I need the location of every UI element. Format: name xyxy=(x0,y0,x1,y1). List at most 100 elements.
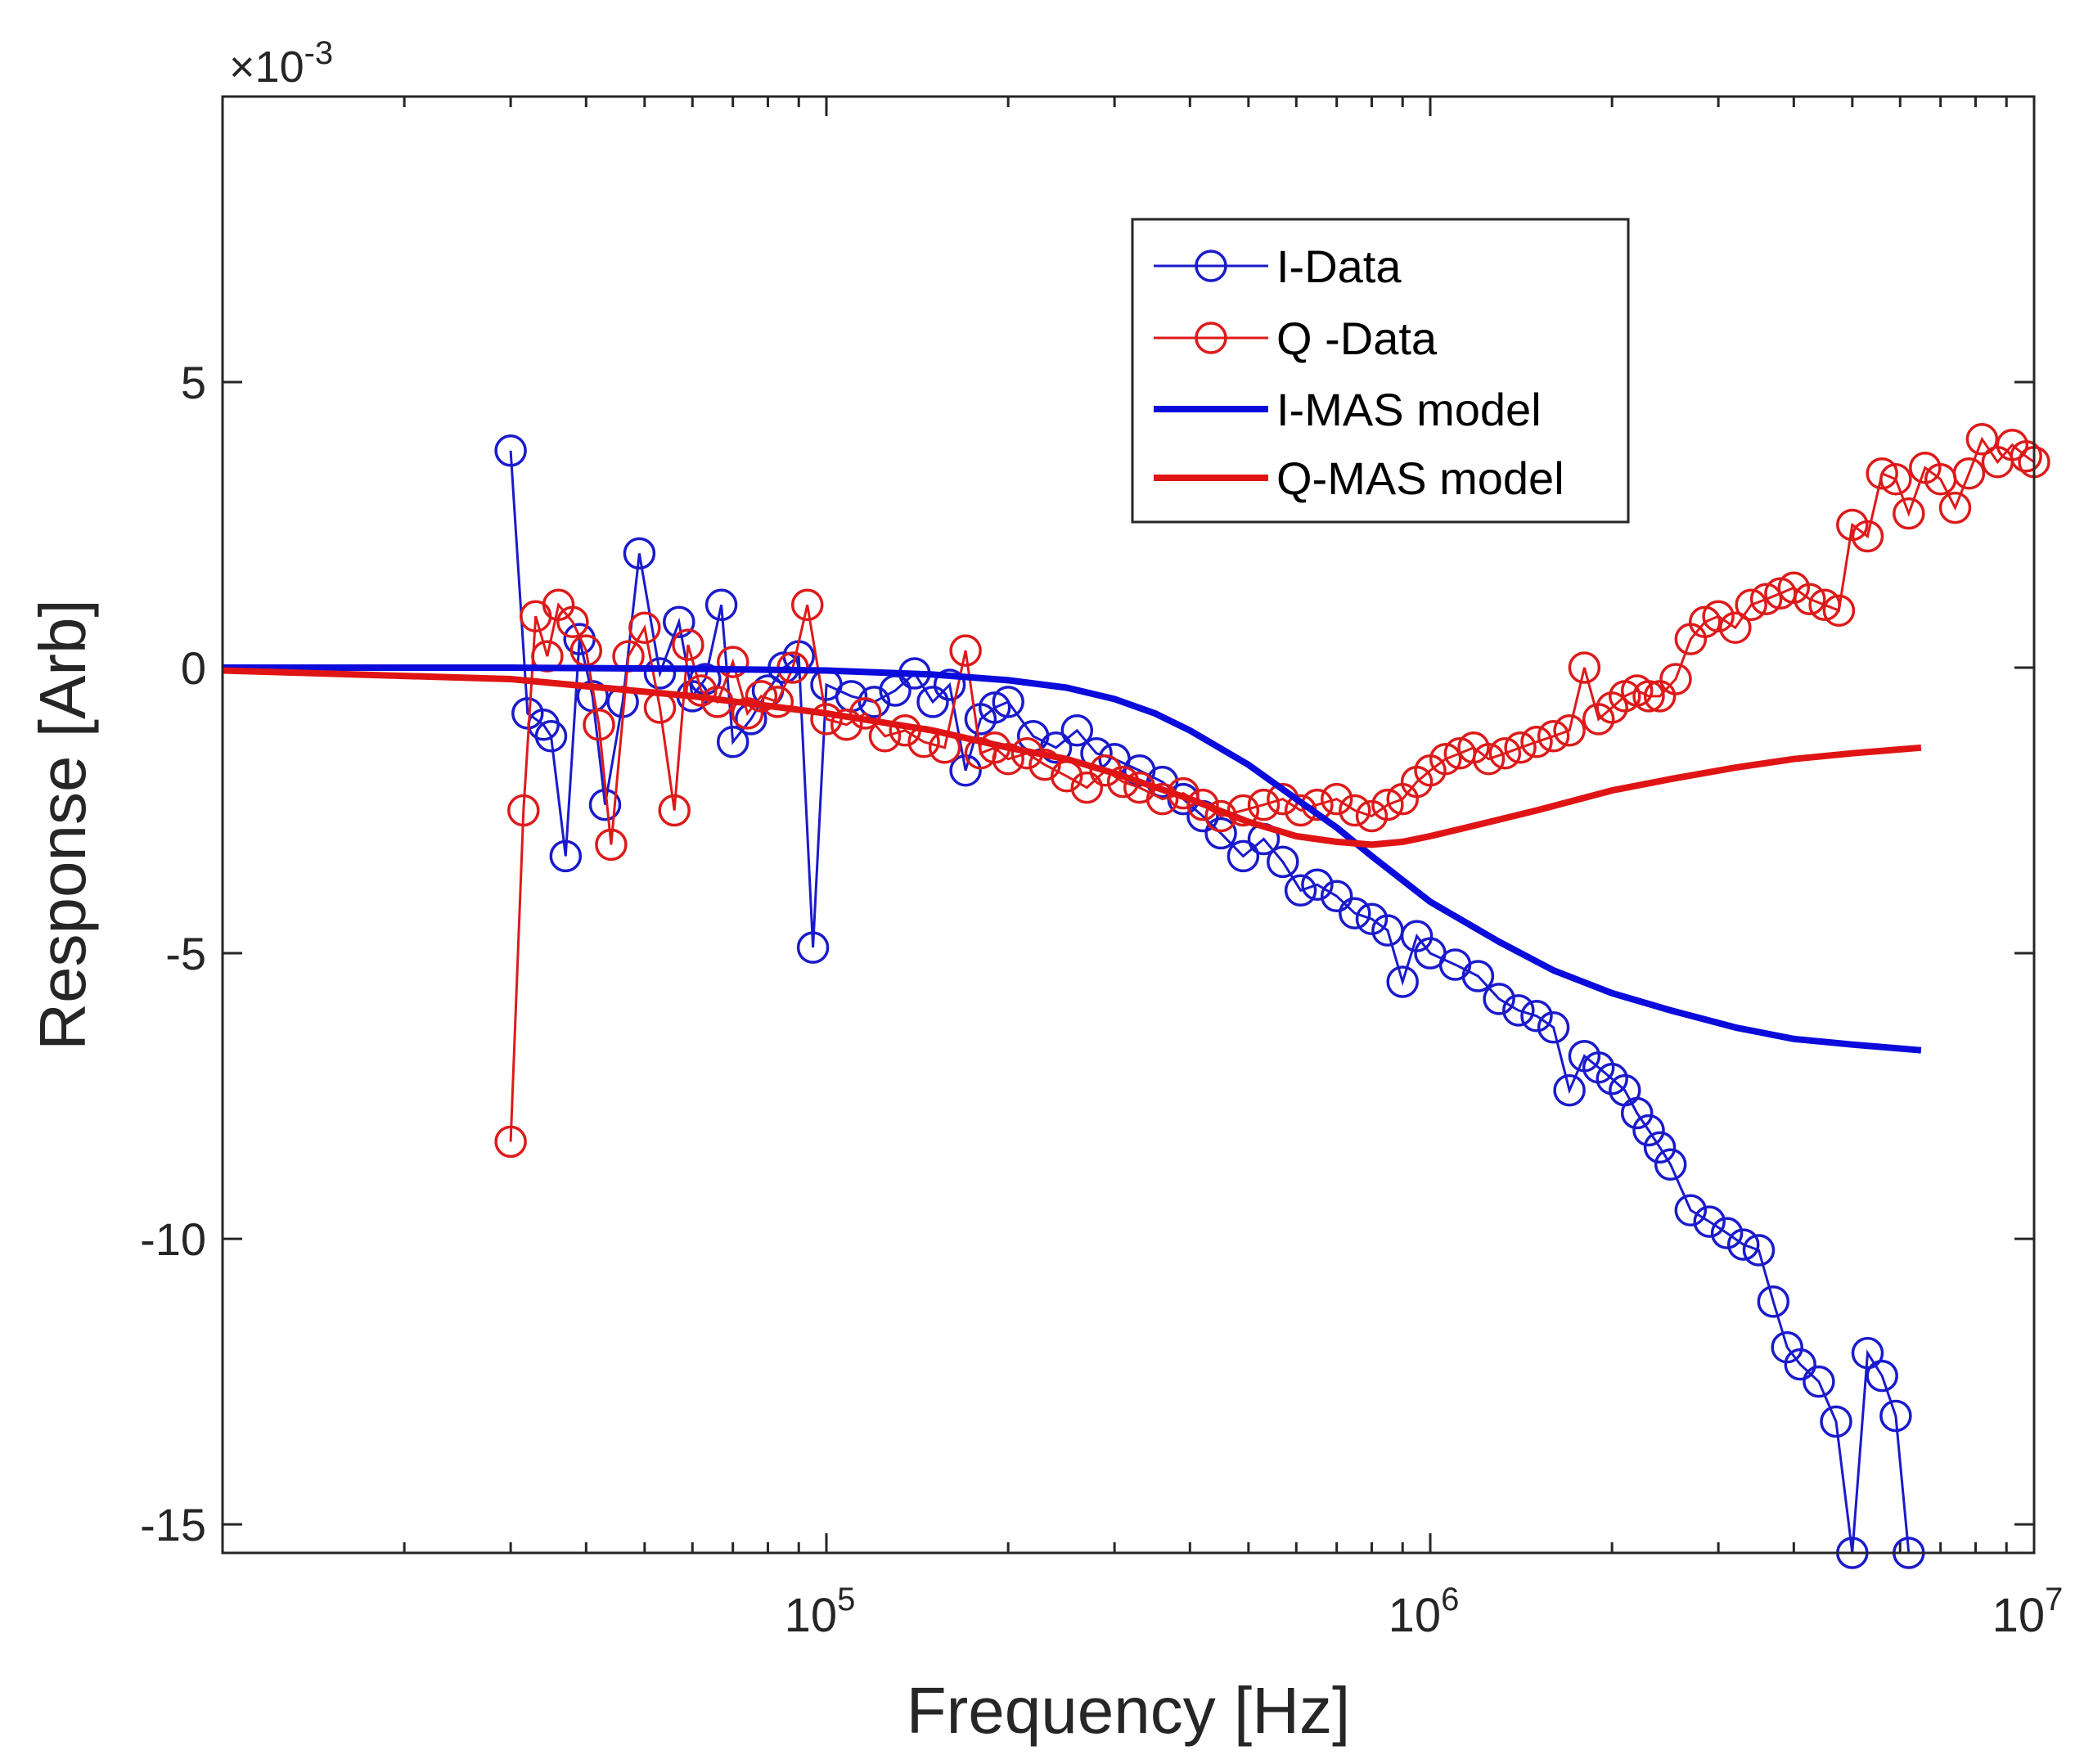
data-point xyxy=(1386,965,1419,998)
data-point xyxy=(1301,868,1334,902)
data-point xyxy=(796,931,830,964)
data-point xyxy=(534,720,568,753)
y-tick-label: 5 xyxy=(181,357,206,408)
data-point xyxy=(716,726,749,758)
data-point xyxy=(1620,1096,1654,1130)
data-point xyxy=(1742,1234,1776,1267)
data-point xyxy=(1643,1131,1677,1164)
data-point xyxy=(583,709,615,741)
data-point xyxy=(672,628,704,661)
legend-entry: I-MAS model xyxy=(1154,384,1542,435)
data-point xyxy=(1537,720,1570,753)
plot-box xyxy=(221,95,2036,1555)
data-point xyxy=(857,686,891,718)
data-point xyxy=(1502,994,1535,1027)
data-point xyxy=(1227,839,1260,873)
data-point xyxy=(1820,1405,1852,1438)
data-point xyxy=(595,828,628,862)
data-point xyxy=(1749,583,1783,616)
data-point xyxy=(1893,497,1925,530)
data-point xyxy=(1596,1062,1628,1096)
data-point xyxy=(1089,754,1122,787)
data-point xyxy=(1339,794,1371,827)
y-tick-label: 0 xyxy=(181,642,206,694)
data-point xyxy=(1803,1365,1835,1398)
data-point xyxy=(810,703,843,736)
model-line xyxy=(222,667,1922,848)
legend-entry: I-Data xyxy=(1154,241,1402,292)
data-point xyxy=(1659,663,1692,695)
legend-label: Q-MAS model xyxy=(1276,452,1564,504)
data-point xyxy=(507,794,540,827)
data-point xyxy=(1504,731,1537,764)
data-point xyxy=(1879,1399,1912,1433)
data-point xyxy=(1952,457,1986,490)
data-point xyxy=(1851,520,1884,553)
data-point xyxy=(1146,782,1179,816)
data-point xyxy=(1520,726,1553,758)
data-point xyxy=(1879,462,1912,496)
data-point xyxy=(848,697,882,730)
data-point xyxy=(1726,1228,1760,1261)
data-point xyxy=(1553,1073,1586,1107)
data-point xyxy=(1654,1148,1687,1181)
data-point xyxy=(494,434,527,467)
data-point xyxy=(1204,817,1237,850)
data-point xyxy=(949,634,982,667)
data-point xyxy=(916,686,949,718)
data-point xyxy=(1247,788,1281,821)
y-tick-label: -10 xyxy=(140,1213,206,1265)
data-point xyxy=(1488,736,1522,770)
data-point xyxy=(1070,771,1104,804)
data-point xyxy=(1429,742,1462,776)
legend-marker xyxy=(1195,322,1227,354)
data-point xyxy=(1461,960,1495,992)
data-point xyxy=(1702,600,1735,632)
data-point xyxy=(549,839,583,873)
legend: I-Data Q -Data I-MAS model Q-MAS model xyxy=(1131,218,1630,524)
x-tick-label: 107 xyxy=(1992,1582,2064,1642)
data-point xyxy=(1735,588,1767,622)
data-point xyxy=(716,646,749,678)
data-point xyxy=(1822,594,1856,627)
data-point xyxy=(1537,1011,1570,1044)
data-point xyxy=(790,588,824,622)
data-point xyxy=(1355,902,1389,935)
y-tick-label: -5 xyxy=(165,928,206,979)
data-point xyxy=(1553,714,1586,747)
series-layer xyxy=(222,423,2050,1569)
data-point xyxy=(1693,1205,1726,1238)
data-point xyxy=(978,691,1011,724)
legend-label: I-MAS model xyxy=(1276,384,1542,435)
data-point xyxy=(830,709,863,741)
x-axis-title: Frequency [Hz] xyxy=(907,1674,1350,1747)
data-point xyxy=(628,611,661,644)
data-point xyxy=(1371,788,1404,821)
data-point xyxy=(1965,423,1999,456)
data-point xyxy=(685,674,718,707)
y-exponent-label: ×10-3 xyxy=(229,35,333,92)
data-point xyxy=(494,1125,527,1159)
data-point xyxy=(1632,1114,1665,1147)
data-point xyxy=(1520,1000,1553,1033)
data-point xyxy=(1483,983,1515,1015)
data-point xyxy=(1355,799,1389,833)
tick-labels: 5 0 -5 -10 -15 105 106 107 xyxy=(140,357,2063,1642)
data-point xyxy=(1284,874,1317,907)
data-point xyxy=(1784,1348,1816,1381)
data-point xyxy=(1596,691,1628,724)
data-point xyxy=(1339,897,1371,929)
data-point xyxy=(623,537,656,570)
x-tick-label: 105 xyxy=(785,1582,856,1642)
x-tick-label: 106 xyxy=(1389,1582,1460,1642)
legend-label: I-Data xyxy=(1276,241,1402,292)
legend-box xyxy=(1131,218,1630,524)
data-point xyxy=(1719,611,1752,644)
data-point xyxy=(1777,571,1811,605)
y-tick-label: -15 xyxy=(140,1499,206,1550)
data-point xyxy=(1866,1359,1898,1393)
legend-marker xyxy=(1195,250,1227,282)
data-point xyxy=(1267,845,1299,879)
data-point xyxy=(556,605,589,638)
